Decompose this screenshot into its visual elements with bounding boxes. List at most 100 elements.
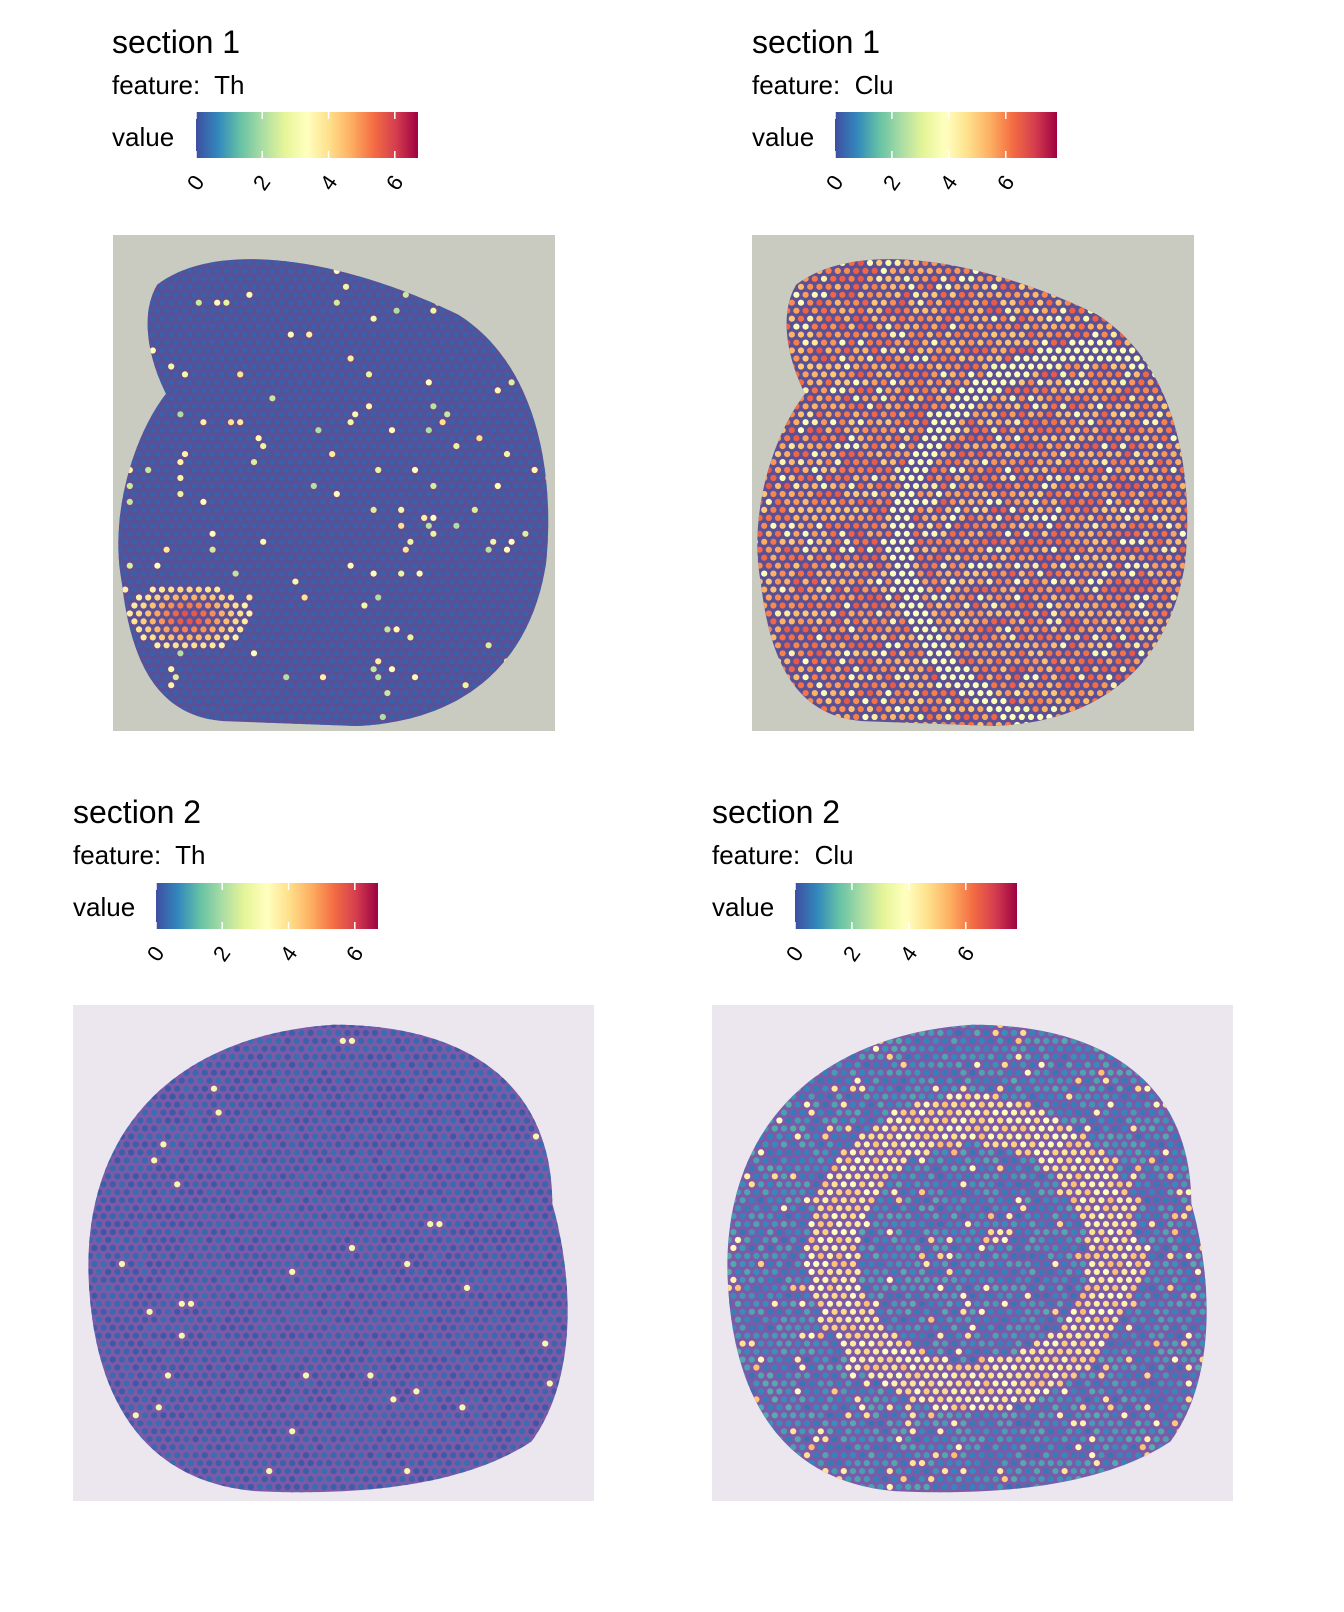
spot <box>250 395 258 402</box>
spot <box>296 538 304 545</box>
spot <box>485 546 492 553</box>
spot <box>278 443 285 450</box>
spot <box>273 466 281 474</box>
spot <box>287 602 294 609</box>
spot <box>273 562 281 569</box>
spot <box>945 506 952 513</box>
spot <box>453 538 460 545</box>
spot <box>462 363 469 370</box>
spot <box>186 395 193 402</box>
spot <box>292 435 299 442</box>
spot <box>899 347 906 354</box>
spot <box>1147 506 1154 513</box>
spot <box>241 538 248 545</box>
spot <box>186 522 193 529</box>
spot <box>1018 379 1025 386</box>
spot <box>945 347 952 354</box>
spot <box>453 331 460 338</box>
spot <box>1046 506 1053 513</box>
spot <box>885 514 892 521</box>
spot <box>991 490 998 498</box>
spot <box>237 355 244 362</box>
spot <box>1119 347 1127 354</box>
spot <box>935 347 943 354</box>
spot <box>126 562 133 569</box>
spot <box>237 514 244 521</box>
spot <box>379 315 386 322</box>
spot <box>457 419 465 426</box>
spot <box>779 490 786 498</box>
spot <box>788 554 795 561</box>
spot <box>765 530 772 537</box>
spot <box>1152 514 1159 521</box>
spot <box>917 490 924 498</box>
spot <box>949 419 956 426</box>
spot <box>788 443 795 450</box>
spot <box>876 371 883 378</box>
spot <box>490 522 497 529</box>
spot <box>1041 323 1048 330</box>
spot <box>218 642 225 649</box>
spot <box>260 395 267 402</box>
spot <box>186 570 193 577</box>
spot <box>1142 387 1150 394</box>
spot <box>926 395 933 402</box>
spot <box>172 610 179 617</box>
spot <box>218 514 225 521</box>
spot <box>522 498 529 505</box>
spot <box>807 538 814 545</box>
spot <box>379 363 386 370</box>
spot <box>1037 443 1044 450</box>
spot <box>802 451 809 458</box>
spot <box>866 339 874 346</box>
spot <box>384 466 391 474</box>
spot <box>342 618 350 625</box>
spot <box>1119 522 1127 529</box>
spot <box>981 522 989 529</box>
spot <box>935 490 943 498</box>
spot <box>315 490 322 498</box>
spot <box>338 642 345 649</box>
spot <box>793 307 800 314</box>
spot <box>218 355 225 362</box>
spot <box>499 506 506 513</box>
spot <box>981 363 989 370</box>
spot <box>977 403 984 410</box>
spot <box>448 530 455 537</box>
spot <box>384 642 391 649</box>
spot <box>811 323 818 330</box>
spot <box>172 642 179 649</box>
spot <box>531 562 538 569</box>
spot <box>315 283 322 290</box>
spot <box>218 594 225 601</box>
spot <box>811 275 818 282</box>
spot <box>802 435 809 442</box>
spot <box>866 291 874 298</box>
spot <box>407 459 414 466</box>
spot <box>830 403 837 410</box>
spot <box>347 435 354 442</box>
spot <box>361 474 368 482</box>
spot <box>333 315 340 322</box>
spot <box>1142 371 1150 378</box>
spot <box>485 451 492 458</box>
spot <box>908 347 915 354</box>
spot <box>522 530 529 537</box>
spot <box>172 323 179 330</box>
spot <box>264 387 271 394</box>
spot <box>154 419 161 426</box>
spot <box>958 530 966 537</box>
spot <box>250 299 258 306</box>
spot <box>940 451 947 458</box>
spot <box>880 522 887 529</box>
spot <box>894 498 901 505</box>
spot <box>370 459 377 466</box>
spot <box>163 514 170 521</box>
spot <box>434 443 442 450</box>
spot <box>1138 443 1145 450</box>
spot <box>163 546 170 553</box>
spot <box>866 323 874 330</box>
spot <box>1018 554 1025 561</box>
spot <box>876 514 883 521</box>
panel-feature-line: feature: Th <box>112 72 245 98</box>
